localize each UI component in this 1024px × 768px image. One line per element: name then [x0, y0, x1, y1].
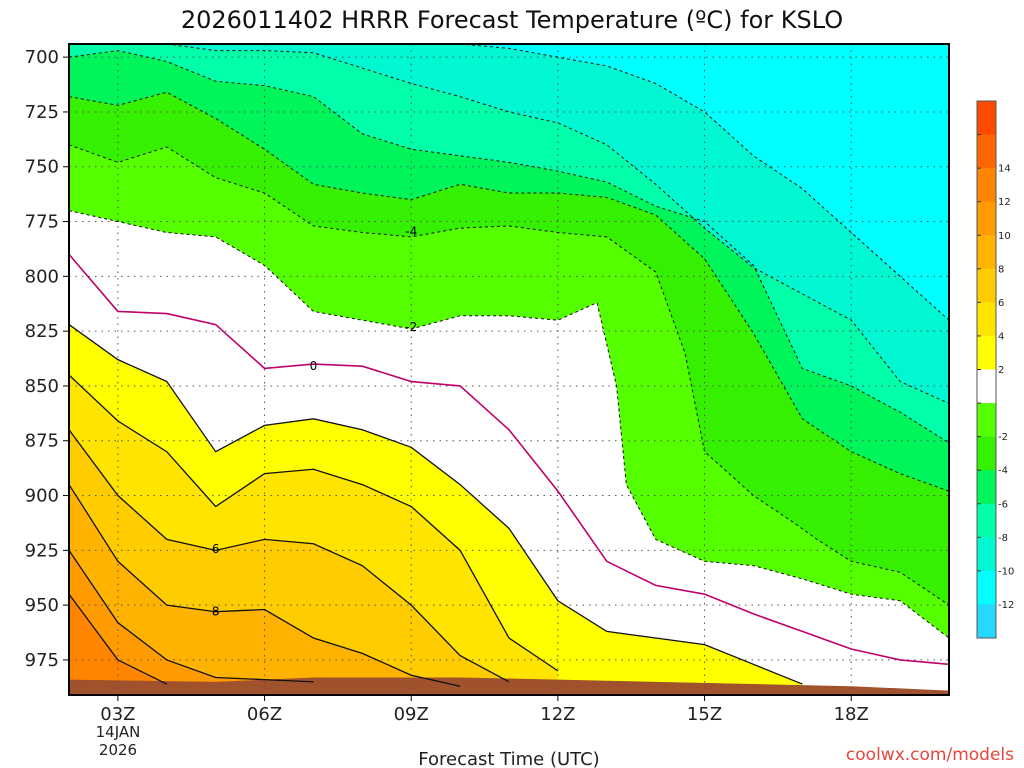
- isotherm-lines: [69, 44, 949, 687]
- isotherm--8: [69, 50, 949, 444]
- isotherm--12: [460, 44, 949, 321]
- colorbar-swatch: [977, 168, 996, 203]
- y-tick-label: 775: [25, 212, 59, 233]
- x-date-label: 14JAN: [96, 723, 141, 741]
- colorbar-label: 6: [998, 298, 1004, 309]
- colorbar-swatch: [977, 503, 996, 538]
- colorbar-label: 10: [998, 231, 1011, 242]
- colorbar-swatch: [977, 201, 996, 236]
- credit-link[interactable]: coolwx.com/models: [846, 745, 1014, 765]
- y-tick-label: 875: [25, 431, 59, 452]
- x-tick-label: 15Z: [687, 704, 722, 725]
- colorbar-swatch: [977, 403, 996, 438]
- colorbar-legend: 14 12 10 8 6 4 2 -2 -4 -6 -8 -10 -12: [976, 100, 1014, 639]
- colorbar-label: 4: [998, 331, 1004, 342]
- y-tick-label: 800: [25, 266, 59, 287]
- contour-labels: -4 -2 0 6 8: [212, 224, 417, 619]
- isotherm-2: [69, 324, 803, 685]
- colorbar-swatch: [977, 604, 996, 638]
- colorbar-frame: [976, 100, 997, 639]
- contour-label--2: -2: [405, 320, 417, 334]
- x-tick-label: 03Z: [100, 704, 135, 725]
- x-axis-title: Forecast Time (UTC): [418, 749, 599, 768]
- x-tick-label: 09Z: [394, 704, 429, 725]
- colorbar-swatch: [977, 570, 996, 605]
- isotherm-10: [69, 549, 314, 683]
- fill-band-10: [69, 550, 314, 695]
- x-tick-label: 12Z: [540, 704, 575, 725]
- y-tick-label: 950: [25, 595, 59, 616]
- ground-terrain: [69, 677, 949, 695]
- isotherm-8: [69, 484, 461, 687]
- isotherm--6: [69, 91, 949, 492]
- y-tick-label: 925: [25, 540, 59, 561]
- isotherm--4: [69, 144, 949, 606]
- colorbar-label: -12: [998, 600, 1014, 611]
- y-tick-label: 975: [25, 650, 59, 671]
- y-tick-label: 750: [25, 157, 59, 178]
- isotherm-4: [69, 374, 559, 672]
- fill-band--12: [460, 44, 949, 321]
- x-tick-label: 06Z: [247, 704, 282, 725]
- colorbar-swatch: [977, 235, 996, 270]
- colorbar-label: -8: [998, 533, 1008, 544]
- colorbar-swatch: [977, 369, 996, 404]
- y-tick-label: 850: [25, 376, 59, 397]
- isotherm-12: [69, 593, 168, 685]
- contour-label-0: 0: [310, 359, 318, 373]
- y-tick-label: 825: [25, 321, 59, 342]
- isotherm--2: [69, 210, 949, 639]
- colorbar-swatch: [977, 470, 996, 505]
- temperature-fill-layers: [69, 44, 949, 695]
- colorbar-label: 14: [998, 164, 1011, 175]
- x-tick-label: 18Z: [834, 704, 869, 725]
- isotherm--10: [166, 44, 949, 404]
- isotherm-0: [69, 253, 949, 666]
- contour-label-6: 6: [212, 542, 220, 556]
- y-tick-label: 900: [25, 486, 59, 507]
- grid-lines: [69, 44, 949, 695]
- x-axis: 03Z 06Z 09Z 12Z 15Z 18Z: [100, 695, 869, 725]
- fill-band-8: [69, 484, 461, 695]
- colorbar-swatch: [977, 537, 996, 572]
- colorbar-swatch: [977, 134, 996, 169]
- colorbar-swatch: [977, 335, 996, 370]
- colorbar-label: -2: [998, 432, 1008, 443]
- contour-label--4: -4: [405, 224, 417, 238]
- colorbar-label: 8: [998, 264, 1004, 275]
- y-axis: 700 725 750 775 800 825 850 875 900 925 950 975: [25, 47, 69, 671]
- colorbar-swatch: [977, 268, 996, 303]
- colorbar-label: 12: [998, 197, 1011, 208]
- terrain-layer: [69, 677, 949, 695]
- y-tick-label: 700: [25, 47, 59, 68]
- x-year-label: 2026: [99, 741, 137, 759]
- colorbar-label: -4: [998, 466, 1008, 477]
- isotherm-6: [69, 429, 510, 683]
- colorbar-swatch: [977, 436, 996, 471]
- colorbar-swatch: [977, 101, 996, 136]
- contour-label-8: 8: [212, 605, 220, 619]
- chart-title: 2026011402 HRRR Forecast Temperature (ºC…: [181, 6, 843, 34]
- plot-frame: [68, 43, 950, 696]
- fill-band-12: [69, 594, 167, 695]
- colorbar-label: -6: [998, 499, 1008, 510]
- colorbar-label: 2: [998, 365, 1004, 376]
- y-tick-label: 725: [25, 102, 59, 123]
- colorbar-label: -10: [998, 566, 1014, 577]
- colorbar-swatch: [977, 302, 996, 337]
